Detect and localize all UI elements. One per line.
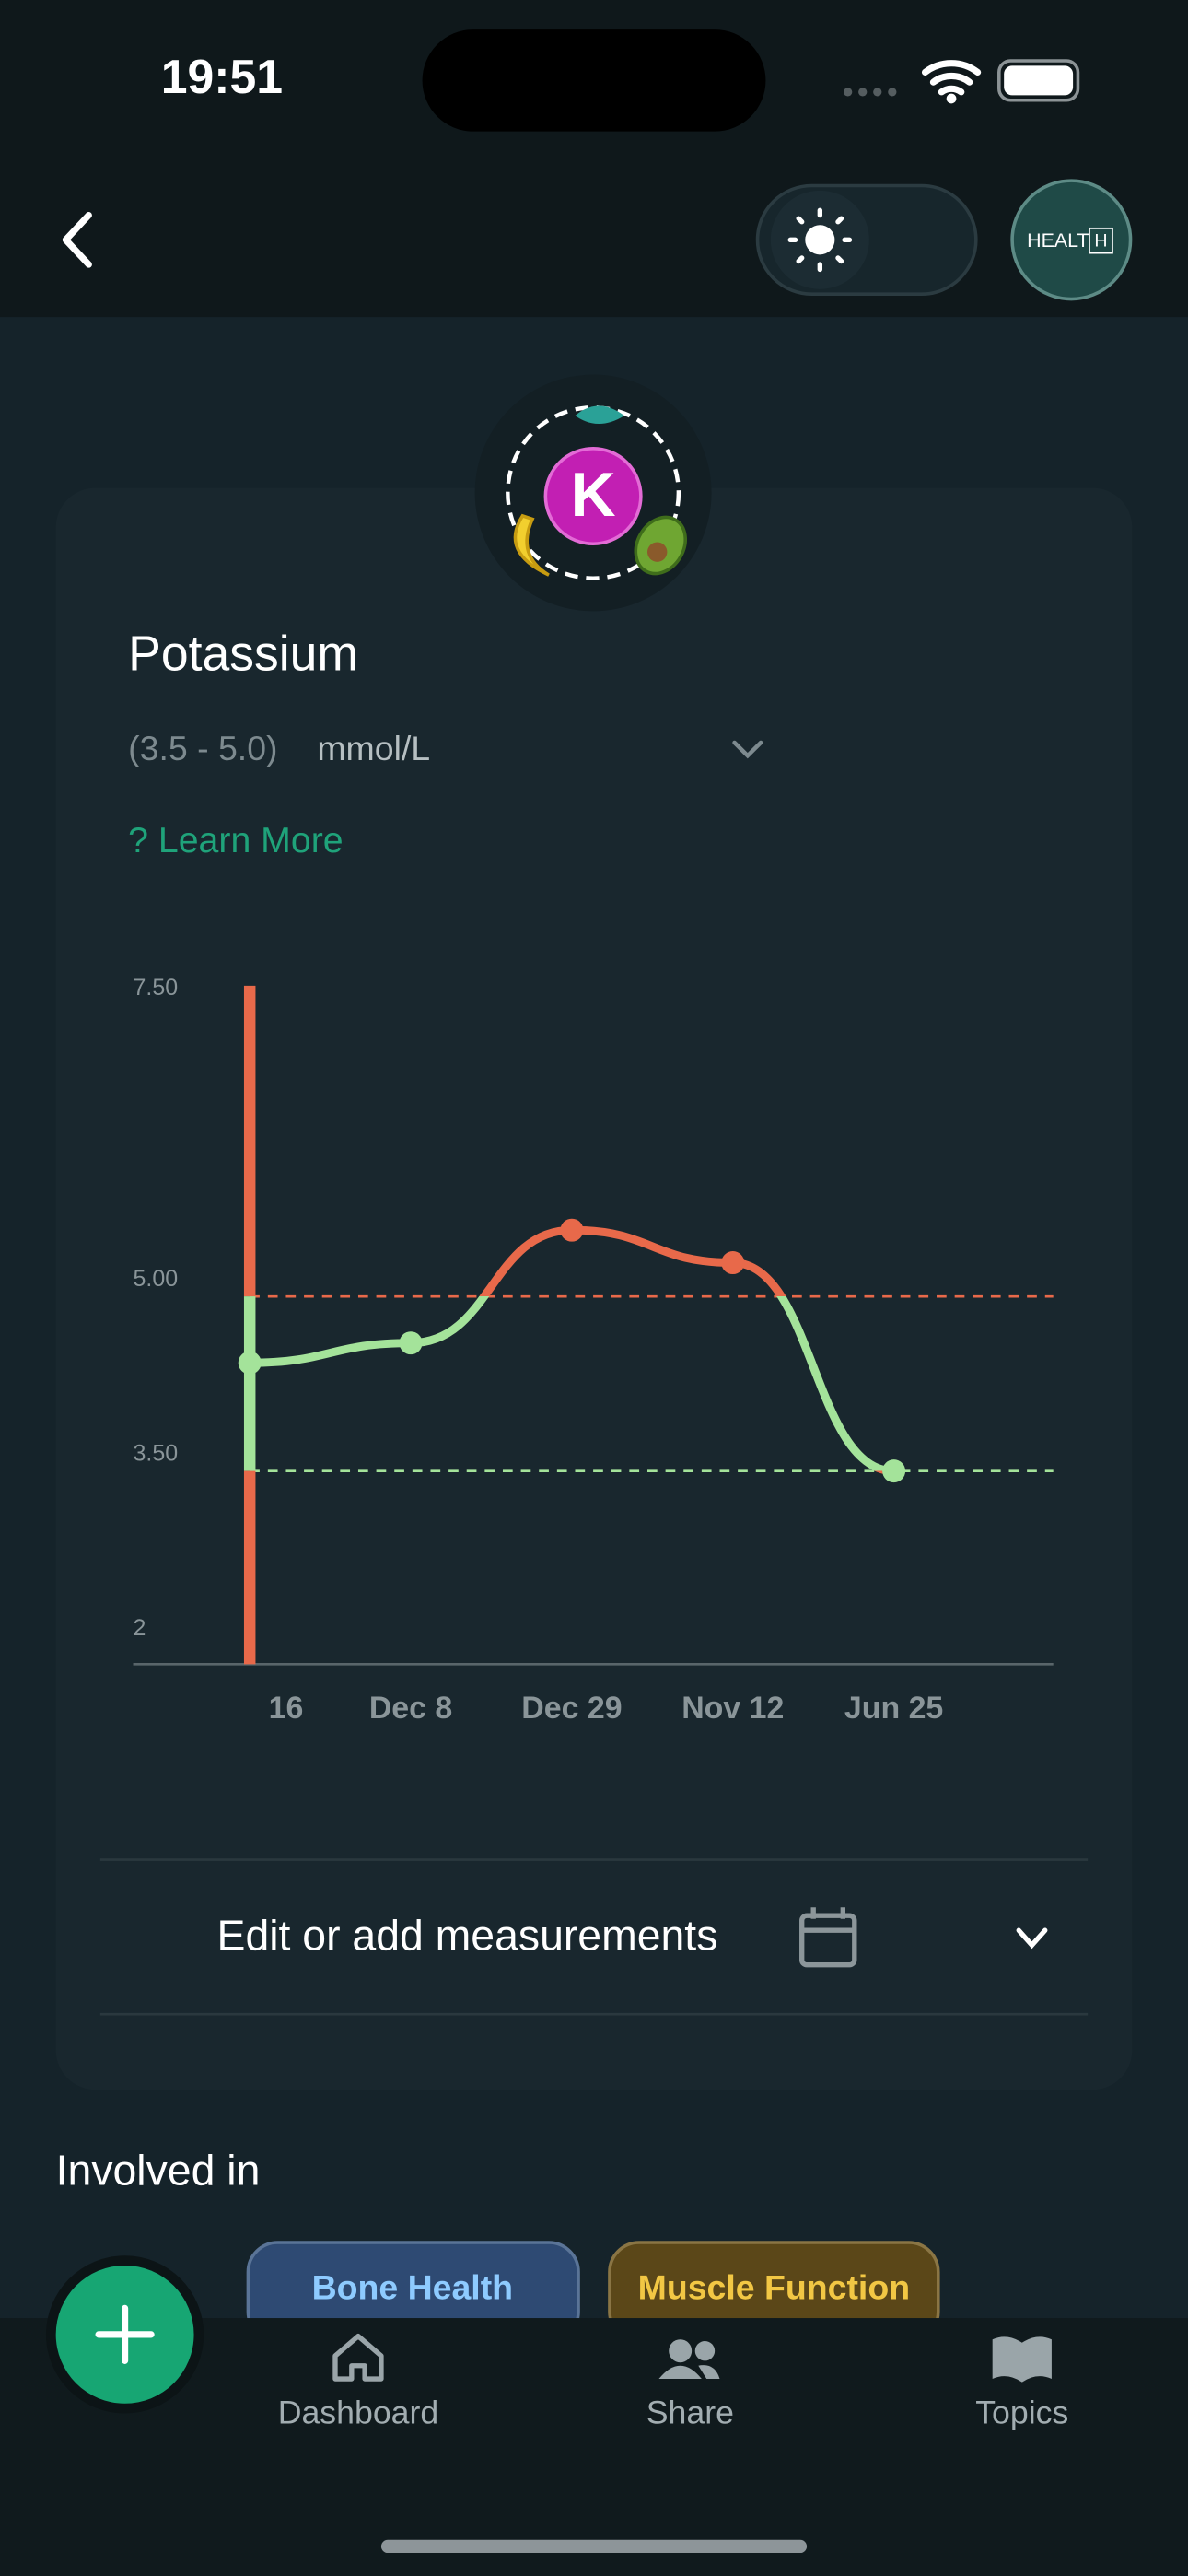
wifi [921, 60, 982, 96]
logo-text: HEALT [1027, 229, 1089, 252]
signal [844, 88, 897, 97]
data-point [238, 1351, 262, 1375]
x-tick-label: Dec 8 [369, 1691, 452, 1726]
logo-mark: H [1094, 230, 1107, 251]
data-point [560, 1218, 584, 1242]
share-icon[interactable] [658, 2339, 720, 2380]
topics-icon[interactable] [992, 2336, 1052, 2383]
y-tick-label: 3.50 [134, 1440, 179, 1466]
edit-measurements[interactable]: Edit or add measurements [217, 1911, 718, 1959]
chart: 7.50 5.00 3.50 2 16 Dec 8 Dec 29 Nov 12 Jun 25 [133, 975, 1054, 1726]
wifi-dot [946, 93, 957, 104]
battery-level [1004, 65, 1074, 96]
clock: 19:51 [161, 50, 283, 103]
y-tick-label: 7.50 [134, 975, 179, 1001]
unit-selector[interactable]: mmol/L [317, 729, 430, 767]
home-indicator [380, 2539, 808, 2554]
expand-chevron[interactable] [1016, 1927, 1048, 1950]
x-tick-label: Jun 25 [844, 1691, 943, 1726]
nav-label[interactable]: Share [646, 2395, 734, 2431]
battery [997, 59, 1080, 102]
x-tick-label: 16 [269, 1691, 304, 1726]
data-point [399, 1331, 423, 1355]
card [55, 487, 1133, 2090]
biomarker-name: Potassium [128, 626, 358, 681]
calendar-icon[interactable] [799, 1907, 857, 1968]
sun-icon [787, 207, 853, 273]
icon-badge [543, 447, 643, 546]
element-symbol: K [571, 461, 616, 530]
range-label: (3.5 - 5.0) [128, 729, 277, 767]
unit-chevron[interactable] [732, 740, 763, 759]
section-title: Involved in [56, 2146, 261, 2194]
y-tick-label: 2 [134, 1615, 146, 1641]
icon-ring [506, 404, 681, 580]
data-point [882, 1459, 906, 1483]
x-tick-label: Nov 12 [681, 1691, 784, 1726]
y-tick-label: 5.00 [134, 1266, 179, 1292]
topic-label: Bone Health [312, 2268, 513, 2307]
avocado-pit [646, 542, 668, 562]
add-icon [95, 2304, 155, 2364]
nav-label[interactable]: Topics [975, 2395, 1068, 2431]
back-button[interactable] [62, 212, 92, 268]
banana-icon [513, 513, 550, 577]
logo-box [1089, 227, 1113, 254]
learn-more[interactable]: ? Learn More [128, 820, 343, 861]
avatar[interactable] [1010, 179, 1133, 301]
topic-label: Muscle Function [638, 2268, 910, 2307]
leaf-icon [575, 405, 625, 425]
x-tick-label: Dec 29 [521, 1691, 622, 1726]
nav-label[interactable]: Dashboard [278, 2395, 438, 2431]
dynamic-island [422, 29, 766, 132]
dashboard-icon[interactable] [332, 2333, 384, 2382]
data-point [721, 1251, 745, 1275]
